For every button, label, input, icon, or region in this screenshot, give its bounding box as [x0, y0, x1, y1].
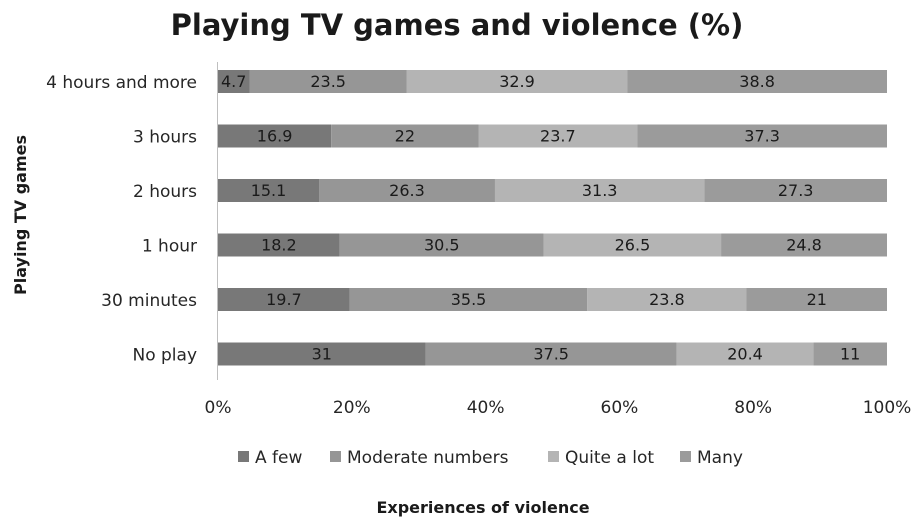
legend-label: Moderate numbers: [347, 448, 509, 468]
bar-segment: [587, 288, 747, 311]
data-label: 31.3: [582, 181, 618, 200]
data-label: 27.3: [778, 181, 814, 200]
data-label: 19.7: [266, 290, 302, 309]
x-tick-label: 100%: [863, 398, 912, 418]
data-label: 26.5: [615, 236, 651, 255]
legend: A few Moderate numbers Quite a lot Many: [238, 448, 743, 468]
x-tick-label: 80%: [734, 398, 772, 418]
data-label: 31: [312, 345, 332, 364]
data-label: 23.5: [310, 72, 346, 91]
bar-segment: [331, 124, 479, 148]
x-tick-label: 20%: [333, 398, 371, 418]
data-label: 15.1: [251, 181, 287, 200]
bar-segment: [218, 342, 426, 366]
data-label: 23.7: [540, 127, 576, 146]
data-label: 26.3: [389, 181, 425, 200]
x-axis-title: Experiences of violence: [376, 498, 589, 517]
data-label: 37.5: [533, 345, 569, 364]
legend-swatch: [330, 451, 341, 462]
data-label: 21: [807, 290, 827, 309]
category-label: 4 hours and more: [46, 73, 197, 93]
x-tick-label: 60%: [601, 398, 639, 418]
bar-segment: [721, 233, 887, 257]
data-label: 32.9: [499, 72, 535, 91]
category-labels: 4 hours and more 3 hours 2 hours 1 hour 30 m…: [46, 73, 197, 366]
legend-swatch: [548, 451, 559, 462]
bar-segment: [249, 70, 407, 93]
category-label: 3 hours: [133, 128, 197, 148]
bar-segment: [218, 70, 250, 93]
legend-label: Quite a lot: [565, 448, 654, 468]
x-tick-label: 40%: [467, 398, 505, 418]
y-axis-title: Playing TV games: [11, 135, 30, 295]
x-tick-label: 0%: [205, 398, 232, 418]
category-label: 1 hour: [142, 237, 197, 257]
bar-segment: [406, 70, 628, 93]
data-label: 37.3: [744, 127, 780, 146]
legend-swatch: [238, 451, 249, 462]
bar-segment: [478, 124, 638, 148]
category-label: 2 hours: [133, 182, 197, 202]
data-label: 18.2: [261, 236, 297, 255]
data-label: 30.5: [424, 236, 460, 255]
bars-group: 4.7 23.5 32.9 38.8 16.9 22 23.7 37.3 15.1 26.3 31.…: [217, 62, 887, 380]
bar-segment: [627, 70, 887, 93]
bar-segment: [349, 288, 588, 311]
data-label: 24.8: [786, 236, 822, 255]
bar-segment: [218, 233, 340, 257]
data-label: 22: [395, 127, 415, 146]
chart-title: Playing TV games and violence (%): [171, 8, 744, 42]
category-label: No play: [132, 346, 197, 366]
legend-swatch: [680, 451, 691, 462]
legend-label: Many: [697, 448, 743, 468]
bar-segment: [543, 233, 722, 257]
data-label: 35.5: [451, 290, 487, 309]
bar-segment: [637, 124, 887, 148]
bar-segment: [813, 342, 887, 366]
data-label: 23.8: [649, 290, 685, 309]
bar-segment: [494, 179, 705, 202]
bar-segment: [218, 124, 332, 148]
bar-segment: [704, 179, 887, 202]
data-label: 11: [840, 345, 860, 364]
bar-segment: [319, 179, 495, 202]
x-tick-labels: 0% 20% 40% 60% 80% 100%: [205, 398, 912, 418]
data-label: 16.9: [257, 127, 293, 146]
bar-segment: [218, 288, 350, 311]
bar-segment: [676, 342, 814, 366]
category-label: 30 minutes: [101, 291, 197, 311]
data-label: 4.7: [221, 72, 246, 91]
data-label: 38.8: [739, 72, 775, 91]
bar-segment: [746, 288, 887, 311]
legend-label: A few: [255, 448, 302, 468]
data-label: 20.4: [727, 345, 763, 364]
bar-segment: [425, 342, 677, 366]
bar-segment: [339, 233, 544, 257]
bar-segment: [218, 179, 320, 202]
